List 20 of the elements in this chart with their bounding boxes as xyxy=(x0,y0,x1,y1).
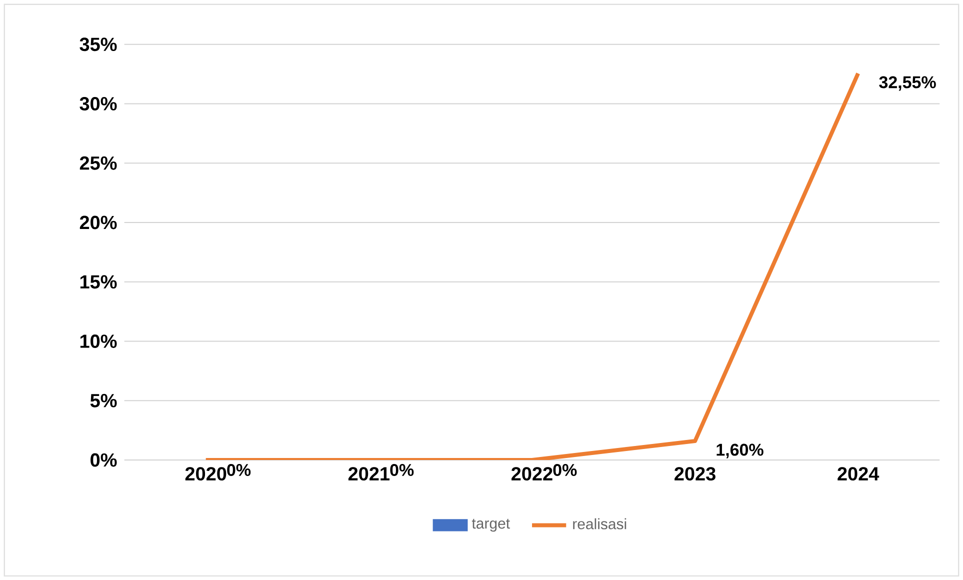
legend-label: realisasi xyxy=(573,518,626,530)
data-label: 0% xyxy=(553,464,577,476)
y-tick-label: 15% xyxy=(80,275,117,288)
y-tick-label: 30% xyxy=(80,96,117,110)
y-tick-label: 10% xyxy=(80,334,117,348)
legend-label: target xyxy=(472,518,510,532)
y-tick-label: 20% xyxy=(80,216,117,230)
y-tick-label: 0% xyxy=(90,453,117,467)
data-label: 0% xyxy=(227,464,251,476)
data-label: 0% xyxy=(390,464,414,476)
y-tick-label: 35% xyxy=(80,37,117,51)
data-label: 32,55% xyxy=(879,76,936,91)
x-tick-label: 2024 xyxy=(838,466,880,480)
x-tick-label: 2020 xyxy=(185,466,226,480)
x-tick-label: 2023 xyxy=(674,466,716,480)
y-tick-label: 5% xyxy=(90,394,117,408)
data-label: 1,60% xyxy=(716,444,764,458)
x-tick-label: 2022 xyxy=(512,466,552,480)
x-tick-label: 2021 xyxy=(348,466,390,480)
y-tick-label: 25% xyxy=(80,156,117,170)
